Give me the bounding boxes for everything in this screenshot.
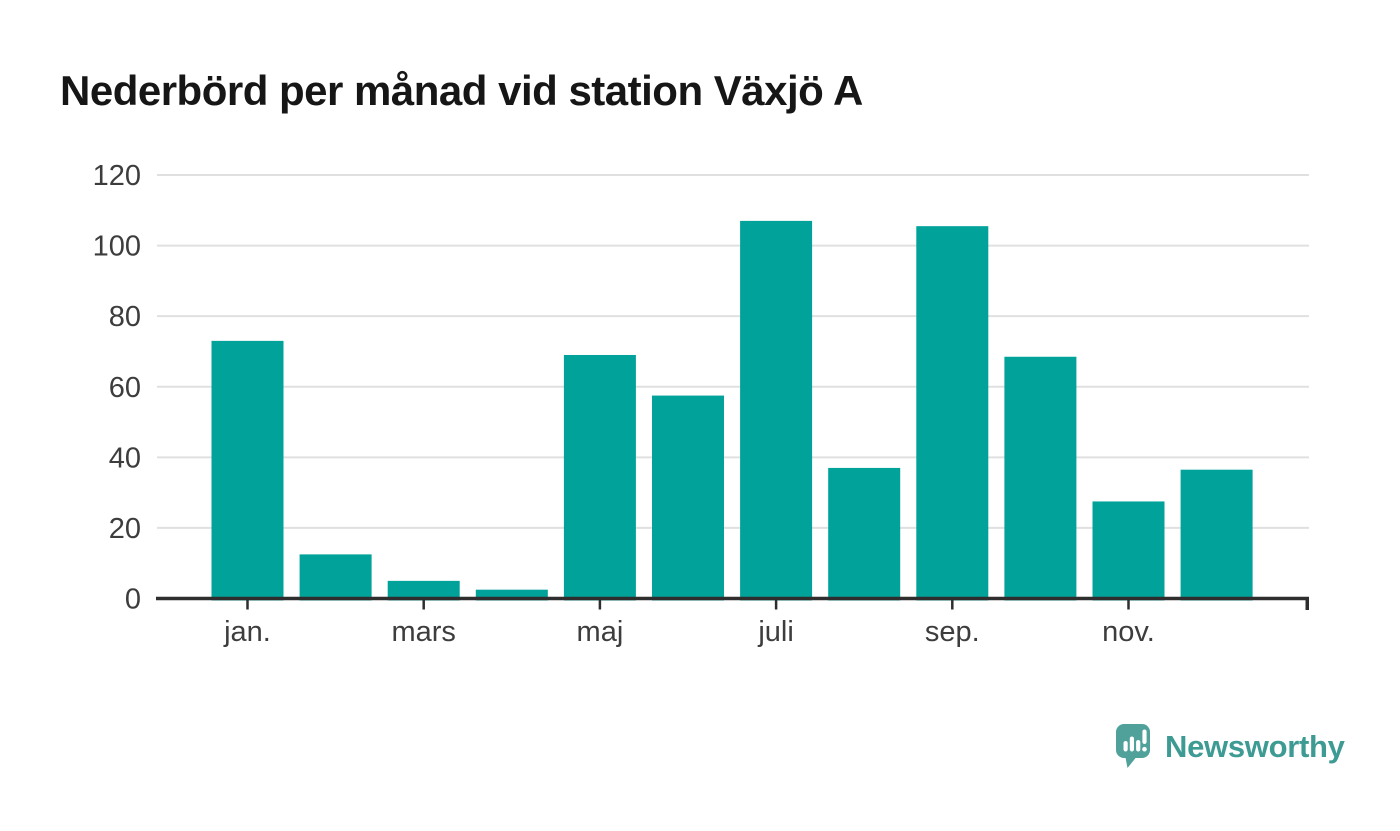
x-axis-tick-label: maj xyxy=(577,616,624,648)
x-axis-tick-label: jan. xyxy=(223,616,271,648)
x-axis-tick-label: juli xyxy=(757,616,793,648)
y-axis-tick-label: 20 xyxy=(109,513,141,545)
bar-apr. xyxy=(475,589,548,601)
bar-nov. xyxy=(1092,501,1165,601)
bar-juli xyxy=(740,220,813,601)
x-axis-tick-label: sep. xyxy=(925,616,980,648)
bar-aug. xyxy=(828,467,901,601)
bar-feb. xyxy=(299,554,372,601)
y-axis-tick-label: 40 xyxy=(109,442,141,474)
bar-sep. xyxy=(916,226,989,601)
bar-jan. xyxy=(211,340,284,601)
newsworthy-logo-icon xyxy=(1116,724,1150,768)
newsworthy-logo: Newsworthy xyxy=(1114,722,1345,770)
y-axis-tick-label: 100 xyxy=(93,231,141,263)
bar-okt. xyxy=(1004,356,1077,601)
bar-dec. xyxy=(1180,469,1253,601)
newsworthy-wordmark: Newsworthy xyxy=(1165,728,1345,764)
x-axis-tick-label: mars xyxy=(391,616,455,648)
bar-maj xyxy=(563,354,636,601)
y-axis-tick-label: 120 xyxy=(93,160,141,192)
y-axis-tick-label: 60 xyxy=(109,372,141,404)
x-axis-tick-label: nov. xyxy=(1102,616,1155,648)
bar-juni xyxy=(652,395,724,601)
y-axis-tick-label: 80 xyxy=(109,301,141,333)
y-axis-tick-label: 0 xyxy=(125,584,141,616)
bar-mars xyxy=(387,580,460,601)
page-title: Nederbörd per månad vid station Växjö A xyxy=(60,67,863,114)
